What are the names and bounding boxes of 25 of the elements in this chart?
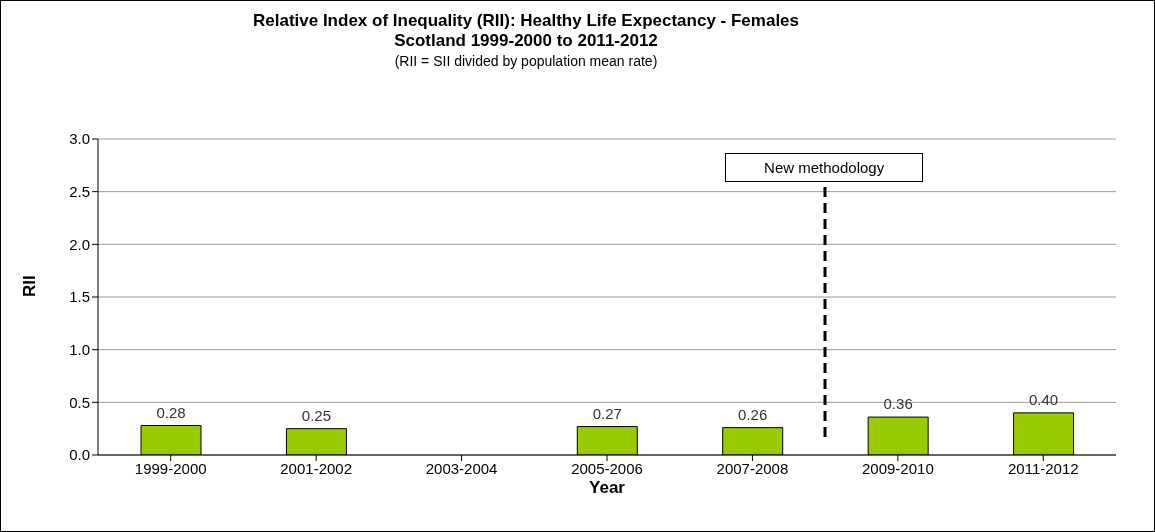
x-tick-label: 2009-2010 [861, 459, 934, 477]
y-tick-label: 0.0 [69, 446, 90, 464]
y-axis-title: RII [20, 275, 40, 297]
data-label: 0.27 [592, 404, 622, 422]
data-label: 0.26 [738, 405, 768, 423]
x-tick-label: 2011-2012 [1007, 459, 1079, 477]
x-axis-title: Year [589, 478, 626, 497]
y-tick-label: 1.5 [69, 288, 90, 306]
y-tick-label: 3.0 [69, 130, 90, 148]
y-tick-label: 2.5 [69, 182, 90, 200]
y-tick-label: 0.5 [69, 393, 90, 411]
x-tick-label: 2001-2002 [280, 459, 353, 477]
chart-subtitle: (RII = SII divided by population mean rate) [393, 52, 659, 71]
x-tick-label: 2005-2006 [571, 459, 643, 477]
x-tick-label: 2003-2004 [425, 459, 498, 477]
data-label: 0.36 [883, 395, 913, 413]
y-tick-label: 1.0 [69, 340, 90, 358]
x-tick-label: 2007-2008 [716, 459, 789, 477]
x-tick-label: 1999-2000 [134, 459, 207, 477]
chart-title: Relative Index of Inequality (RII): Healthy Life Expectancy - Females Scotland 1999-2000 to 2011-2012 [251, 11, 800, 51]
data-label: 0.25 [301, 406, 332, 424]
data-label: 0.28 [156, 403, 186, 421]
data-label: 0.40 [1028, 390, 1059, 408]
note-box: New methodology [725, 153, 924, 182]
y-tick-label: 2.0 [69, 235, 90, 253]
